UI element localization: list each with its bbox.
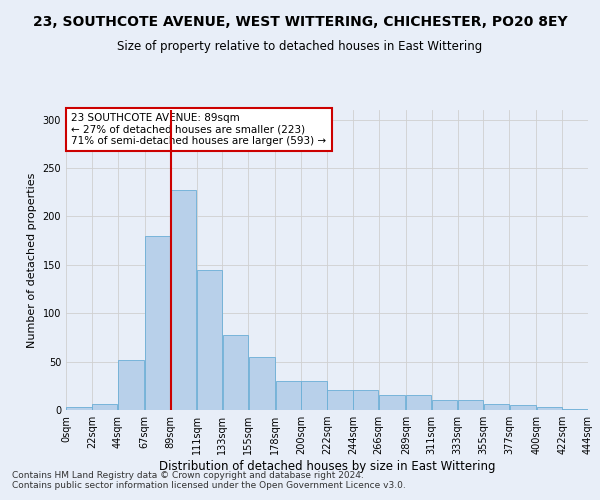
- Text: Size of property relative to detached houses in East Wittering: Size of property relative to detached ho…: [118, 40, 482, 53]
- Y-axis label: Number of detached properties: Number of detached properties: [27, 172, 37, 348]
- Text: 23, SOUTHCOTE AVENUE, WEST WITTERING, CHICHESTER, PO20 8EY: 23, SOUTHCOTE AVENUE, WEST WITTERING, CH…: [32, 15, 568, 29]
- Bar: [171, 190, 196, 410]
- Bar: [536, 407, 562, 410]
- Bar: [92, 404, 118, 410]
- Bar: [223, 336, 248, 410]
- Bar: [275, 381, 301, 410]
- Bar: [379, 396, 406, 410]
- X-axis label: Distribution of detached houses by size in East Wittering: Distribution of detached houses by size …: [159, 460, 495, 473]
- Bar: [432, 400, 457, 410]
- Text: 23 SOUTHCOTE AVENUE: 89sqm
← 27% of detached houses are smaller (223)
71% of sem: 23 SOUTHCOTE AVENUE: 89sqm ← 27% of deta…: [71, 113, 326, 146]
- Text: Contains HM Land Registry data © Crown copyright and database right 2024.
Contai: Contains HM Land Registry data © Crown c…: [12, 470, 406, 490]
- Bar: [562, 409, 588, 410]
- Bar: [327, 390, 353, 410]
- Bar: [509, 405, 536, 410]
- Bar: [66, 407, 92, 410]
- Bar: [248, 357, 275, 410]
- Bar: [406, 396, 431, 410]
- Bar: [484, 404, 509, 410]
- Bar: [353, 390, 379, 410]
- Bar: [118, 360, 145, 410]
- Bar: [197, 270, 222, 410]
- Bar: [458, 400, 483, 410]
- Bar: [301, 381, 327, 410]
- Bar: [145, 236, 170, 410]
